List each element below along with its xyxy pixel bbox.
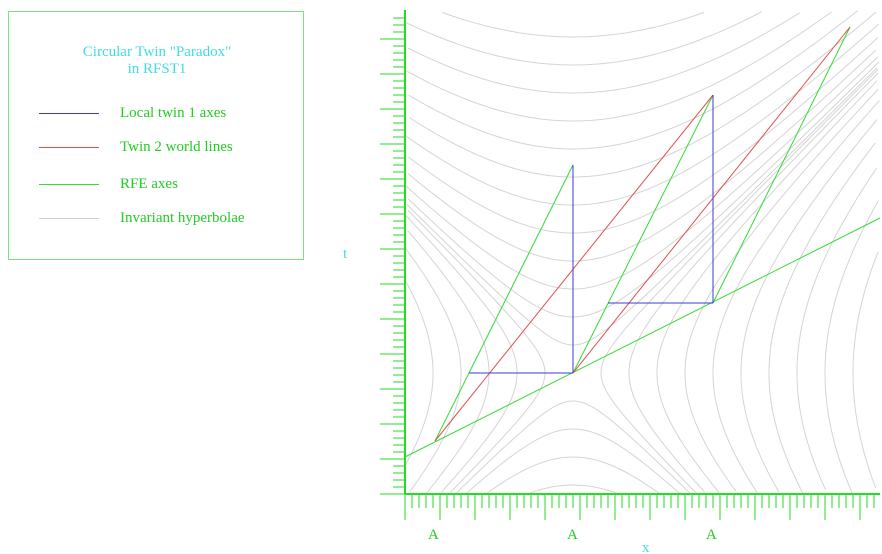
hyperbola-timelike-future [442, 11, 704, 38]
legend-label: Invariant hyperbolae [120, 210, 245, 226]
hyperbola-spacelike-right [740, 119, 878, 493]
legend-title-line-2: in RFST1 [127, 61, 187, 77]
legend-item-invariant-hyperbolae: Invariant hyperbolae [39, 209, 299, 229]
legend-label: RFE axes [120, 176, 178, 192]
hyperbola-timelike-future [409, 11, 877, 178]
hyperbola-timelike-past [466, 428, 680, 494]
hyperbola-timelike-future [405, 56, 879, 290]
hyperbola-spacelike-left [404, 280, 434, 466]
legend-swatch-gray [39, 218, 99, 219]
hyperbola-spacelike-left [405, 214, 518, 493]
hyperbola-spacelike-right [628, 72, 879, 493]
x-tick-label-a-3: A [706, 527, 717, 543]
hyperbola-spacelike-right [768, 142, 876, 494]
hyperbola-timelike-future [407, 49, 877, 262]
x-tick-label-a-1: A [428, 527, 439, 543]
hyperbola-spacelike-left [404, 247, 462, 492]
rfe-time-axis-1 [434, 164, 574, 442]
rfe-time-axis-2 [572, 94, 714, 374]
hyperbola-timelike-future [408, 10, 858, 150]
hyperbola-timelike-past [455, 400, 691, 494]
twin-2-world-lines [434, 26, 851, 442]
rfe-time-axis-3 [712, 26, 851, 304]
x-tick-label-a-2: A [567, 527, 578, 543]
hyperbola-spacelike-right [684, 88, 879, 492]
hyperbola-timelike-future [406, 11, 832, 122]
legend-label: Twin 2 world lines [120, 139, 233, 155]
hyperbola-spacelike-right [824, 200, 879, 494]
legend-swatch-red [39, 147, 99, 148]
legend-swatch-blue [39, 113, 99, 114]
hyperbola-spacelike-right [600, 68, 879, 494]
twin-2-world-line-1 [434, 94, 714, 442]
legend: Circular Twin "Paradox" in RFST1 Local t… [8, 11, 304, 260]
hyperbola-timelike-past [486, 456, 660, 494]
legend-label: Local twin 1 axes [120, 105, 227, 121]
legend-title-line-1: Circular Twin "Paradox" [82, 44, 232, 60]
hyperbola-spacelike-right [852, 251, 879, 489]
legend-swatch-green [39, 184, 99, 185]
hyperbola-spacelike-right [656, 80, 878, 495]
hyperbola-spacelike-right [712, 99, 880, 494]
hyperbola-spacelike-left [407, 209, 546, 494]
hyperbola-timelike-future [405, 11, 763, 66]
legend-item-local-twin-1-axes: Local twin 1 axes [39, 104, 299, 124]
t-axis-label: t [343, 246, 348, 262]
legend-item-twin-2-world-lines: Twin 2 world lines [39, 138, 299, 158]
twin-2-world-line-2 [572, 26, 851, 374]
hyperbola-timelike-future [406, 67, 878, 346]
axis-ticks [380, 17, 875, 520]
x-axis-label: x [642, 540, 650, 554]
rfe-axes [404, 26, 881, 458]
hyperbola-spacelike-right [796, 167, 878, 490]
hyperbola-timelike-future [405, 23, 880, 206]
invariant-hyperbolae [404, 10, 880, 495]
hyperbola-timelike-past [529, 484, 617, 494]
hyperbola-timelike-future [407, 61, 880, 318]
legend-item-rfe-axes: RFE axes [39, 175, 299, 195]
hyperbola-timelike-future [407, 12, 800, 94]
hyperbola-spacelike-left [407, 229, 490, 495]
local-twin-1-axes [469, 95, 714, 374]
rfe-space-axis [404, 217, 881, 458]
